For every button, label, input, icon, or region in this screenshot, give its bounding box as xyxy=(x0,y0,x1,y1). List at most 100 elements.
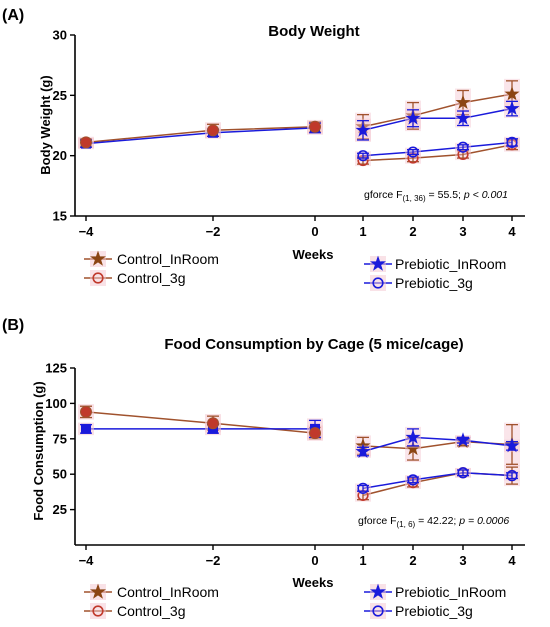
legend-markers xyxy=(84,250,392,619)
panel-b-stat-annotation: gforce F(1, 6) = 42.22; p = 0.0006 xyxy=(358,515,509,529)
panel-b-prebiotic-3g-line xyxy=(362,472,513,490)
panel-b-y-axis-title: Food Consumption (g) xyxy=(31,381,46,520)
legend-b-control-3g-label: Control_3g xyxy=(117,603,186,619)
panel-a-prebiotic-inroom-point xyxy=(405,110,421,125)
panel-b-x-tick-label: −2 xyxy=(206,553,221,568)
panel-b-prebiotic-3g-point xyxy=(457,467,469,479)
panel-b-baseline-control-line xyxy=(85,411,316,434)
panel-b-baseline-control-point xyxy=(309,427,321,440)
legend-b-prebiotic-inroom-swatch-marker xyxy=(370,583,386,599)
panel-b-prebiotic-inroom-point xyxy=(405,429,421,444)
panel-b-prebiotic-inroom-point xyxy=(455,432,471,447)
panel-b-prebiotic-inroom-point xyxy=(504,437,520,453)
legend-a-prebiotic-3g-label: Prebiotic_3g xyxy=(395,275,473,291)
panel-b-x-tick-label: 0 xyxy=(311,553,318,568)
panel-a-y-axis-title: Body Weight (g) xyxy=(38,75,53,174)
panel-b-baseline-control-point xyxy=(207,417,219,430)
panel-a-y-tick-label: 30 xyxy=(53,28,67,43)
panel-b-x-tick-label: 1 xyxy=(359,553,366,568)
panel-b-prebiotic-3g-point xyxy=(407,474,419,486)
panel-a-prebiotic-3g-point xyxy=(457,141,469,153)
panel-b-legend: Control_InRoom Control_3g Prebiotic_InRo… xyxy=(117,584,506,619)
panel-a-prebiotic-inroom-line xyxy=(362,107,513,132)
panel-a-baseline-control-point xyxy=(207,124,219,137)
panel-a-prebiotic-inroom-point xyxy=(504,100,520,116)
panel-b-y-tick-label: 50 xyxy=(53,467,67,482)
panel-a-y-tick-label: 20 xyxy=(53,148,67,163)
panel-a-baseline-control-point xyxy=(80,136,92,149)
legend-a-prebiotic-inroom-label: Prebiotic_InRoom xyxy=(395,256,506,272)
panel-a-x-axis-title: Weeks xyxy=(293,247,334,262)
panel-a-stat-value: = 55.5; xyxy=(426,189,464,201)
panel-b-stat-p: p = 0.0006 xyxy=(458,515,509,527)
panel-a-plot: 15 20 25 30 −4 −2 0 1 2 3 4 xyxy=(53,28,525,239)
legend-a-prebiotic-inroom-swatch-marker xyxy=(370,255,386,271)
panel-a-prebiotic-3g-point xyxy=(407,146,419,158)
legend-a-prebiotic-3g-swatch-highlight xyxy=(370,275,386,291)
panel-b-x-tick-label: −4 xyxy=(79,553,95,568)
legend-a-control-3g-swatch-highlight xyxy=(90,270,106,286)
legend-a-control-inroom-label: Control_InRoom xyxy=(117,251,219,267)
panel-b-stat-df: (1, 6) xyxy=(397,520,416,529)
panel-b-plot: 25 50 75 100 125 −4 −2 0 1 2 3 4 xyxy=(45,361,525,568)
panel-b-baseline-control-point xyxy=(80,405,92,418)
legend-a-prebiotic-3g-swatch-marker xyxy=(372,277,384,289)
panel-b-label: (B) xyxy=(2,317,24,334)
panel-b-y-tick-label: 125 xyxy=(45,361,67,376)
panel-b-x-axis-title: Weeks xyxy=(293,575,334,590)
panel-a-baseline-control-point xyxy=(309,120,321,133)
panel-a-x-tick-label: −2 xyxy=(206,224,221,239)
panel-b-prebiotic-inroom-point xyxy=(355,443,371,458)
legend-a-control-3g-label: Control_3g xyxy=(117,270,186,286)
legend-b-control-3g-swatch-marker xyxy=(92,605,104,617)
panel-a-prebiotic-3g-point xyxy=(506,136,518,148)
panel-a-baseline-prebiotic-line xyxy=(85,127,316,145)
panel-b-x-tick-label: 3 xyxy=(459,553,466,568)
legend-b-control-inroom-swatch-marker xyxy=(90,583,106,599)
panel-a-prebiotic-3g-line xyxy=(362,141,513,157)
legend-b-prebiotic-3g-swatch-marker xyxy=(372,605,384,617)
panel-a-x-tick-label: 1 xyxy=(359,224,366,239)
panel-a-control-inroom-point xyxy=(455,94,471,109)
legend-b-control-3g-swatch-highlight xyxy=(90,603,106,619)
panel-a-title: Body Weight xyxy=(268,23,359,40)
panel-a-stat-annotation: gforce F(1, 36) = 55.5; p < 0.001 xyxy=(364,189,508,203)
panel-b-x-tick-label: 4 xyxy=(508,553,516,568)
panel-a-prebiotic-3g-point xyxy=(357,150,369,162)
legend-b-prebiotic-inroom-label: Prebiotic_InRoom xyxy=(395,584,506,600)
panel-b-stat-prefix: gforce F xyxy=(358,515,397,527)
panel-b-baseline-prebiotic-point xyxy=(81,423,91,434)
panel-b-prebiotic-3g-point xyxy=(357,482,369,494)
panel-b-y-tick-label: 25 xyxy=(53,502,67,517)
legend-b-control-inroom-label: Control_InRoom xyxy=(117,584,219,600)
panel-a-x-tick-label: 0 xyxy=(311,224,318,239)
panel-a-x-tick-label: −4 xyxy=(79,224,95,239)
panel-a-stat-df: (1, 36) xyxy=(403,194,426,203)
legend-a-control-3g-swatch-marker xyxy=(92,272,104,284)
panel-a-stat-p: p < 0.001 xyxy=(463,189,508,201)
panel-b-x-tick-label: 2 xyxy=(409,553,416,568)
panel-a-y-tick-label: 25 xyxy=(53,88,67,103)
panel-a-legend: Control_InRoom Control_3g Prebiotic_InRo… xyxy=(117,251,506,291)
panel-a-x-tick-label: 4 xyxy=(508,224,516,239)
panel-a-control-3g-line xyxy=(362,144,513,162)
panel-b-title: Food Consumption by Cage (5 mice/cage) xyxy=(164,336,463,353)
panel-a-x-tick-label: 2 xyxy=(409,224,416,239)
legend-a-control-inroom-swatch-marker xyxy=(90,250,106,266)
legend-b-prebiotic-3g-swatch-highlight xyxy=(370,603,386,619)
panel-a-stat-prefix: gforce F xyxy=(364,189,403,201)
panel-b-prebiotic-3g-point xyxy=(506,470,518,482)
panel-b-stat-value: = 42.22; xyxy=(415,515,459,527)
panel-a-label: (A) xyxy=(2,7,24,24)
panel-a-prebiotic-inroom-point xyxy=(355,122,371,137)
panel-a-control-inroom-line xyxy=(362,93,513,128)
panel-a-x-tick-label: 3 xyxy=(459,224,466,239)
panel-a-prebiotic-inroom-point xyxy=(455,110,471,125)
panel-a-y-tick-label: 15 xyxy=(53,209,67,224)
legend-b-prebiotic-3g-label: Prebiotic_3g xyxy=(395,603,473,619)
panel-b-y-tick-label: 100 xyxy=(45,396,67,411)
panel-b-y-tick-label: 75 xyxy=(53,431,67,446)
panel-b-prebiotic-inroom-line xyxy=(362,436,513,453)
panel-a-control-inroom-point xyxy=(504,86,520,101)
